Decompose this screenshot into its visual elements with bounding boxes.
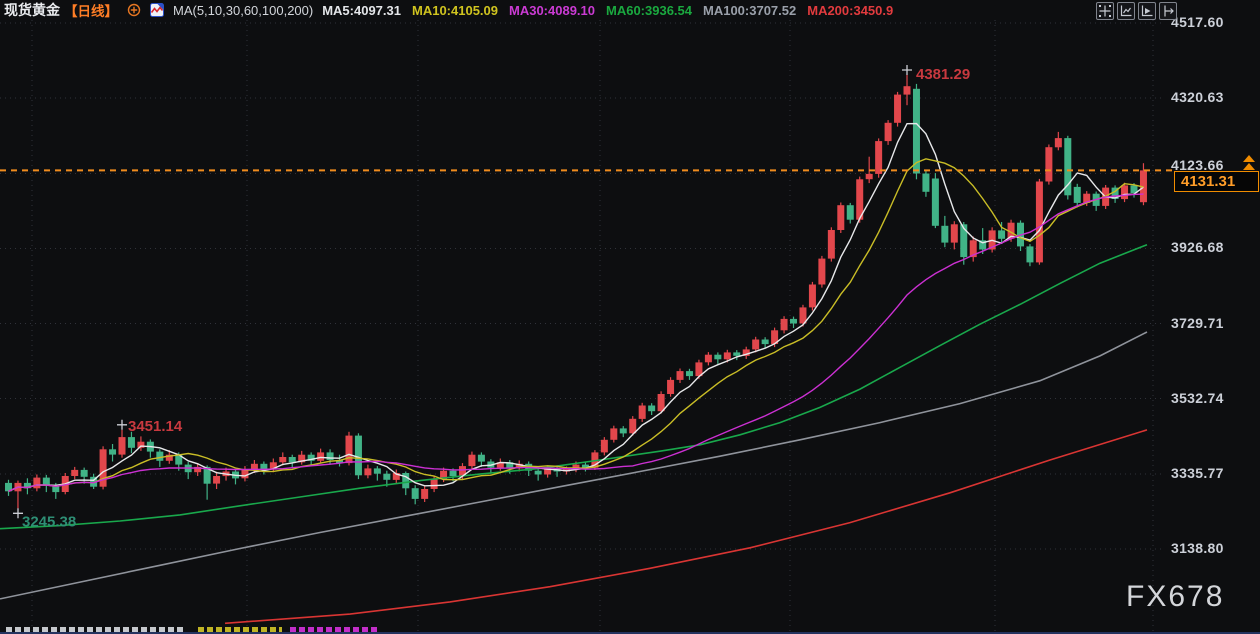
ma5-line <box>8 122 1144 492</box>
axis-arrow-icon <box>1164 5 1174 17</box>
ma-settings-label: MA(5,10,30,60,100,200) <box>173 2 314 18</box>
y-axis-label: 4320.63 <box>1171 89 1224 105</box>
clipped-text-segment <box>198 627 282 632</box>
candle-series <box>5 75 1147 509</box>
y-axis-label: 3335.77 <box>1171 465 1224 481</box>
ma30-line <box>8 193 1144 492</box>
price-up-arrows-icon <box>1243 155 1255 171</box>
ma-legend-item: MA10:4105.09 <box>412 2 498 18</box>
ma10-line <box>8 158 1144 492</box>
clipped-text-segment <box>290 627 378 632</box>
axis-play-icon <box>1141 5 1153 17</box>
last-price-tag: 4131.31 <box>1174 171 1259 192</box>
extreme-price-label: 4381.29 <box>916 66 970 83</box>
extreme-price-label: 3451.14 <box>128 418 183 435</box>
y-axis-label: 3926.68 <box>1171 239 1224 255</box>
extreme-cross-marker <box>13 508 23 519</box>
ma-legend: MA5:4097.31 MA10:4105.09 MA30:4089.10 MA60:… <box>322 3 893 18</box>
price-axis[interactable]: 4517.60 4320.63 4123.66 3926.68 3729.71 3532.… <box>1162 0 1260 634</box>
y-axis-label: 4517.60 <box>1171 14 1224 30</box>
panel-divider <box>0 632 1260 634</box>
extreme-price-label: 3245.38 <box>22 513 76 530</box>
extreme-cross-marker <box>902 65 912 75</box>
ma-legend-item: MA200:3450.9 <box>807 2 894 18</box>
scale-chart-button[interactable] <box>1117 2 1135 20</box>
gridlines <box>0 20 1162 634</box>
ma-legend-item: MA60:3936.54 <box>606 2 692 18</box>
shift-right-button[interactable] <box>1159 2 1177 20</box>
y-axis-label: 3532.74 <box>1171 390 1224 406</box>
y-axis-label: 3729.71 <box>1171 315 1224 331</box>
period-label: 【日线】 <box>64 4 118 19</box>
axis-line-icon <box>1120 5 1132 17</box>
ma60-line <box>0 243 1148 530</box>
chart-toolbar <box>1096 2 1177 20</box>
extreme-cross-marker <box>117 419 127 430</box>
secondary-panel-clipped <box>0 624 1260 634</box>
crosshair-tool-button[interactable] <box>1096 2 1114 20</box>
ma100-line <box>0 331 1148 600</box>
symbol-label: 现货黄金 <box>4 2 60 18</box>
chart-header: 现货黄金 【日线】 MA(5,10,30,60,100,200) MA5:409… <box>4 1 893 19</box>
add-indicator-icon[interactable] <box>127 3 141 17</box>
indicator-logo-icon <box>150 3 164 17</box>
ma-legend-item: MA30:4089.10 <box>509 2 595 18</box>
ma-legend-item: MA100:3707.52 <box>703 2 797 18</box>
watermark: FX678 <box>1126 580 1225 613</box>
crosshair-icon <box>1099 5 1111 17</box>
y-axis-label: 3138.80 <box>1171 540 1224 556</box>
y-axis-label: 4123.66 <box>1171 157 1224 173</box>
auto-scroll-button[interactable] <box>1138 2 1156 20</box>
clipped-text-segment <box>6 627 186 632</box>
ma200-line <box>224 429 1148 625</box>
ma-legend-item: MA5:4097.31 <box>322 2 401 18</box>
